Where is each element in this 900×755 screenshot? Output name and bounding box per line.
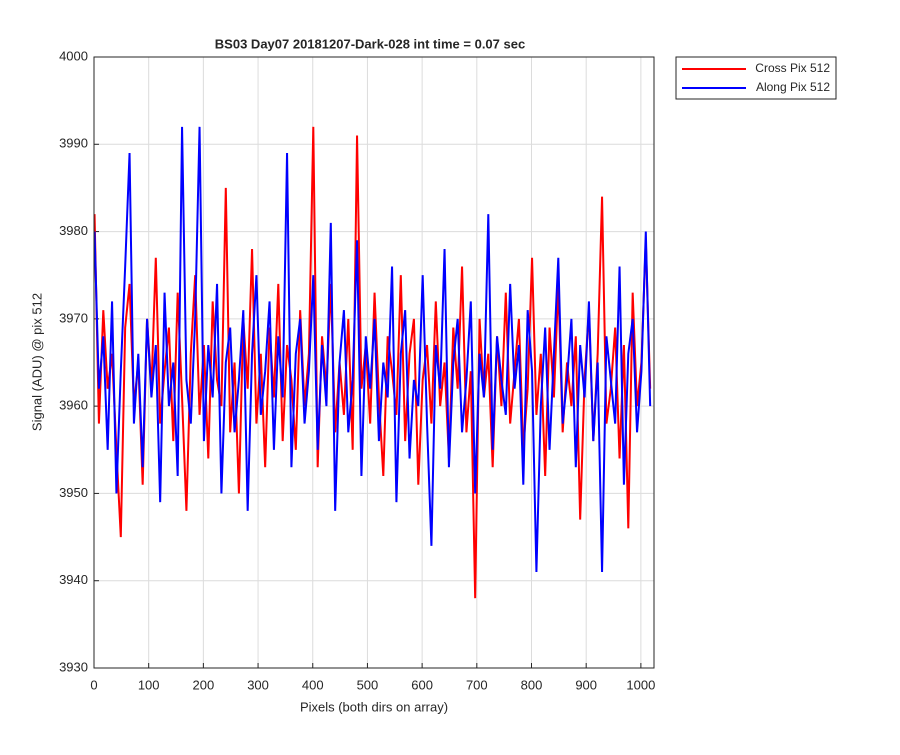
x-tick-label: 1000 [626,677,655,692]
y-tick-label: 3960 [59,398,88,413]
y-tick-label: 3970 [59,310,88,325]
legend-label: Cross Pix 512 [755,61,830,75]
x-tick-label: 700 [466,677,488,692]
y-tick-label: 3930 [59,659,88,674]
x-axis-label: Pixels (both dirs on array) [300,699,448,714]
plot-area [94,57,654,668]
x-tick-label: 600 [411,677,433,692]
x-tick-label: 300 [247,677,269,692]
x-tick-label: 0 [90,677,97,692]
x-tick-label: 400 [302,677,324,692]
legend-label: Along Pix 512 [756,80,830,94]
y-tick-label: 3950 [59,485,88,500]
line [93,126,652,573]
x-tick-label: 500 [357,677,379,692]
y-tick-label: 3940 [59,572,88,587]
chart-title: BS03 Day07 20181207-Dark-028 int time = … [215,36,525,51]
y-axis-label: Signal (ADU) @ pix 512 [29,293,44,431]
legend-box [675,56,837,100]
x-tick-label: 800 [521,677,543,692]
x-tick-label: 200 [193,677,215,692]
y-tick-label: 4000 [59,48,88,63]
y-tick-label: 3980 [59,223,88,238]
x-tick-label: 100 [138,677,160,692]
axes-box [93,56,655,669]
x-tick-label: 900 [575,677,597,692]
y-tick-label: 3990 [59,136,88,151]
